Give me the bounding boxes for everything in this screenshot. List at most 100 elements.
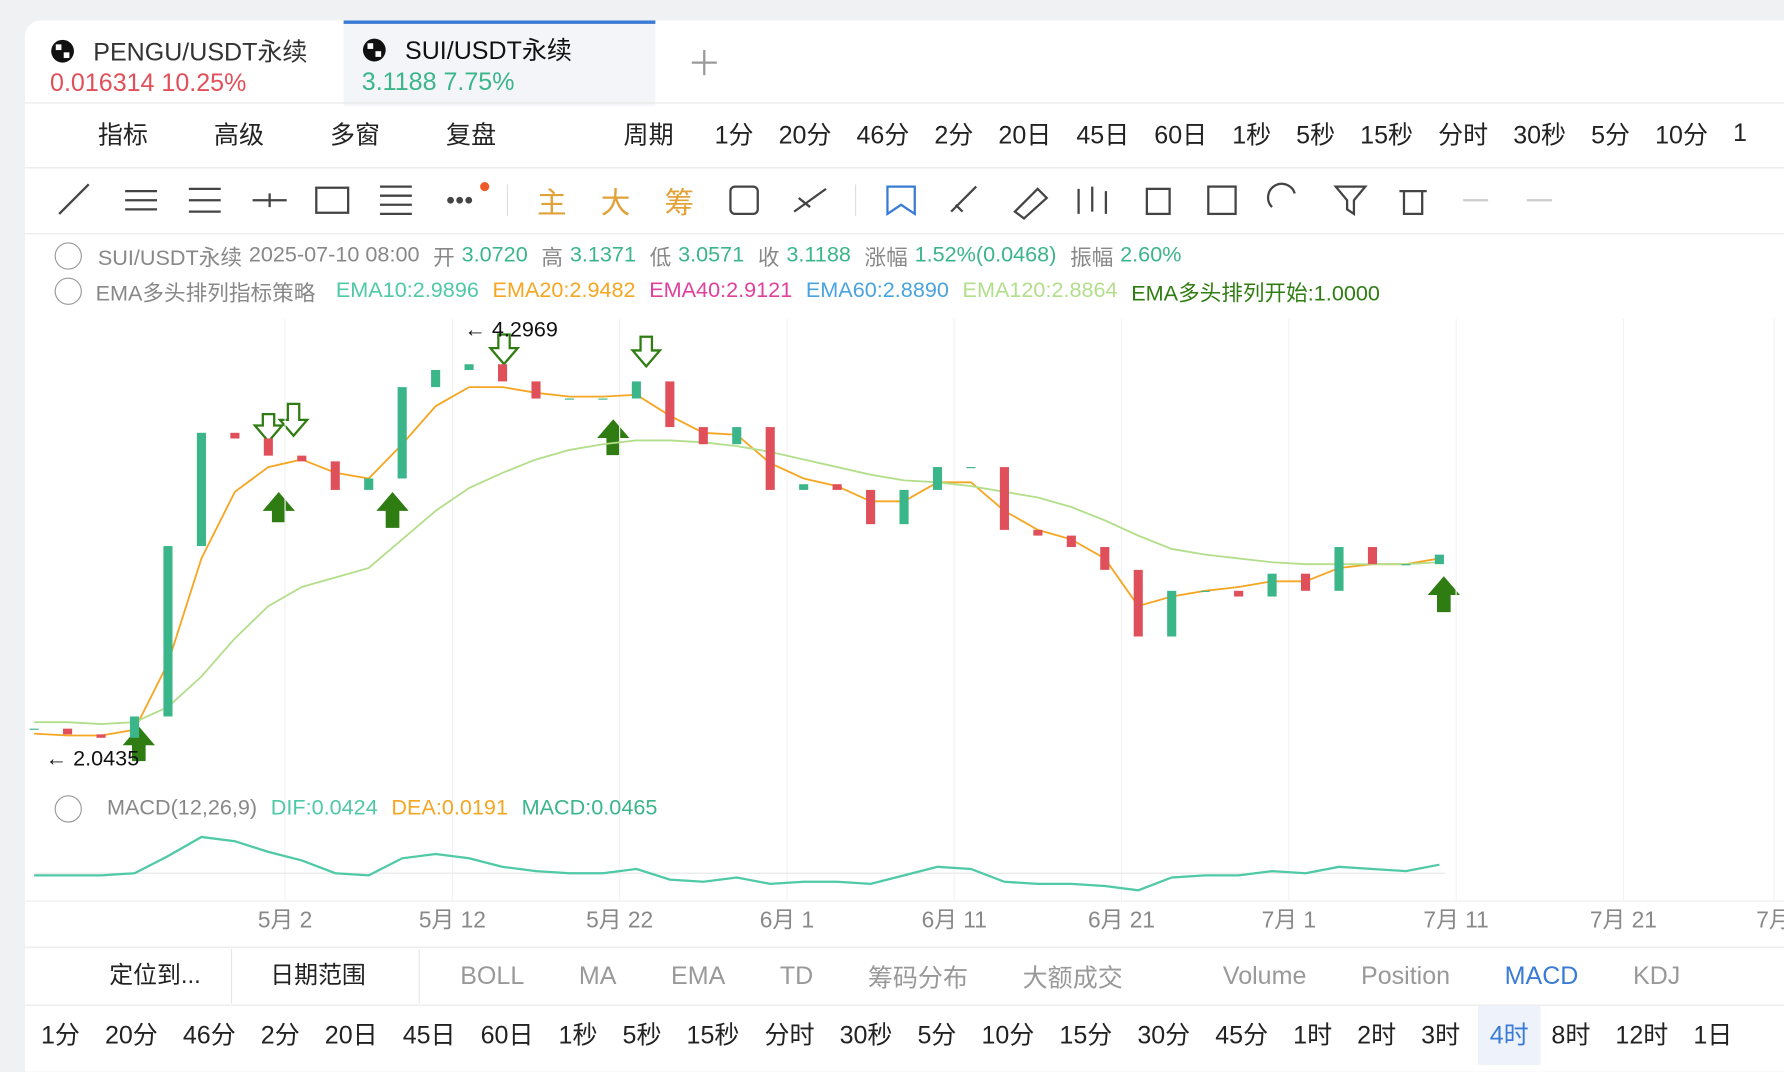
candle xyxy=(1401,564,1411,566)
indicator-button[interactable]: MA xyxy=(578,961,617,990)
candle xyxy=(899,489,909,525)
period-button[interactable]: 1 xyxy=(1733,118,1747,147)
period-button[interactable]: 3时 xyxy=(1421,1020,1461,1050)
change: 10.25% xyxy=(161,68,247,97)
period-button[interactable]: 分时 xyxy=(764,1020,815,1050)
period-button[interactable]: 10分 xyxy=(981,1020,1035,1050)
indicator-button[interactable]: MACD xyxy=(1504,961,1579,990)
period-button[interactable]: 20分 xyxy=(104,1020,158,1050)
period-button[interactable]: 45分 xyxy=(1215,1020,1269,1050)
period-button[interactable]: 15分 xyxy=(1059,1020,1113,1050)
tab[interactable]: PENGU/USDT永续 0.016314 10.25% xyxy=(46,25,330,102)
indicator-button[interactable]: TD xyxy=(779,961,814,990)
ema-line xyxy=(34,439,1440,725)
candle xyxy=(330,461,340,490)
indicator-button[interactable]: Position xyxy=(1361,961,1451,990)
period-button[interactable]: 1秒 xyxy=(1232,120,1272,150)
price-annotation: ← 4.2969 xyxy=(464,316,558,341)
period-button[interactable]: 8时 xyxy=(1551,1020,1591,1050)
period-button[interactable]: 15秒 xyxy=(686,1020,740,1050)
x-tick-label: 6月 1 xyxy=(760,907,814,933)
period-button[interactable]: 45日 xyxy=(402,1020,456,1050)
locate-button[interactable]: 定位到... xyxy=(34,948,232,1004)
period-button[interactable]: 5秒 xyxy=(622,1020,662,1050)
period-button[interactable]: 1秒 xyxy=(558,1020,598,1050)
date-range[interactable]: 日期范围 xyxy=(232,948,420,1004)
info-value: 3.1371 xyxy=(569,243,636,268)
x-tick-label: 7月 1 xyxy=(1262,907,1316,933)
period-button[interactable]: 60日 xyxy=(1154,120,1208,150)
candle xyxy=(866,489,876,525)
period-button[interactable]: 30分 xyxy=(1137,1020,1191,1050)
candle xyxy=(631,381,641,399)
candle xyxy=(932,467,943,490)
tab-active[interactable]: SUI/USDT永续 3.1188 7.75% xyxy=(343,20,656,106)
period-button[interactable]: 5分 xyxy=(1591,120,1631,150)
period-button[interactable]: 1日 xyxy=(1693,1020,1733,1050)
period-button[interactable]: 45日 xyxy=(1076,120,1130,150)
draw-label[interactable]: 筹 xyxy=(664,184,695,220)
macd-value: DEA:0.0191 xyxy=(391,796,508,821)
period-button[interactable]: 5分 xyxy=(917,1020,957,1050)
indicator-value: EMA多头排列开始:1.0000 xyxy=(1131,281,1380,306)
period-button[interactable]: 20日 xyxy=(998,120,1052,150)
period-button[interactable]: 2分 xyxy=(260,1020,300,1050)
indicator-button[interactable]: Volume xyxy=(1222,961,1307,990)
period-button[interactable]: 1分 xyxy=(714,120,754,150)
period-button[interactable]: 60日 xyxy=(480,1020,534,1050)
tool-button[interactable]: 高级 xyxy=(213,120,264,150)
draw-label[interactable]: 主 xyxy=(537,184,567,220)
period-menu[interactable]: 周期 xyxy=(623,120,674,150)
candle xyxy=(1300,573,1311,591)
candle xyxy=(966,467,976,469)
indicator-button[interactable]: BOLL xyxy=(460,961,525,990)
period-button[interactable]: 2时 xyxy=(1357,1020,1397,1050)
indicator-value: EMA40:2.9121 xyxy=(649,278,793,303)
period-button[interactable]: 5秒 xyxy=(1296,120,1336,150)
tool-button[interactable]: 指标 xyxy=(97,120,148,150)
candle xyxy=(96,734,106,738)
draw-label[interactable]: 大 xyxy=(600,184,631,220)
period-button[interactable]: 46分 xyxy=(856,120,910,150)
draw-labels: 主大筹 xyxy=(537,180,694,221)
candle xyxy=(163,546,173,717)
add-tab[interactable] xyxy=(689,48,719,78)
indicator-button[interactable]: KDJ xyxy=(1632,961,1681,990)
x-tick-label: 7月 11 xyxy=(1423,907,1488,933)
period-button[interactable]: 1分 xyxy=(40,1020,80,1050)
info-value: 2.60% xyxy=(1120,243,1182,268)
period-button[interactable]: 1时 xyxy=(1293,1020,1333,1050)
period-button[interactable]: 20日 xyxy=(324,1020,378,1050)
candle xyxy=(999,467,1009,530)
indicator-button[interactable]: 筹码分布 xyxy=(867,963,969,993)
period-button[interactable]: 20分 xyxy=(778,120,832,150)
period-button[interactable]: 46分 xyxy=(182,1020,236,1050)
tool-button[interactable]: 多窗 xyxy=(329,120,381,150)
candle xyxy=(1133,569,1143,637)
macd-value: MACD:0.0465 xyxy=(521,796,658,821)
period-button[interactable]: 30秒 xyxy=(839,1020,893,1050)
period-button[interactable]: 12时 xyxy=(1615,1020,1669,1050)
tool-button[interactable]: 复盘 xyxy=(446,120,497,150)
price: 0.016314 xyxy=(50,68,155,97)
candle xyxy=(129,716,140,738)
period-button[interactable]: 10分 xyxy=(1655,120,1709,150)
period-button[interactable]: 30秒 xyxy=(1513,120,1567,150)
indicator-button[interactable]: 大额成交 xyxy=(1022,963,1123,993)
price: 3.1188 xyxy=(361,67,437,96)
period-button[interactable]: 15秒 xyxy=(1360,120,1414,150)
candle xyxy=(564,398,575,400)
period-button[interactable]: 4时 xyxy=(1478,1005,1541,1065)
period-button[interactable]: 分时 xyxy=(1438,120,1489,150)
period-button[interactable]: 2分 xyxy=(934,120,974,150)
candle xyxy=(397,387,407,479)
info-label: 低 xyxy=(649,246,672,271)
macd-header: MACD(12,26,9) DIF:0.0424 DEA:0.0191 MACD:0.… xyxy=(54,794,658,824)
candle xyxy=(765,427,775,490)
indicator-value: EMA10:2.9896 xyxy=(335,278,479,303)
candle xyxy=(1200,590,1210,592)
indicator-button[interactable]: EMA xyxy=(671,961,726,990)
tab-symbol: PENGU/USDT永续 xyxy=(93,37,308,66)
